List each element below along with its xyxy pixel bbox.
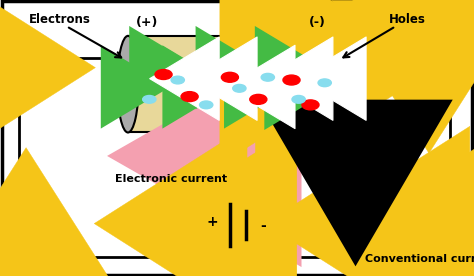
Ellipse shape <box>117 36 138 132</box>
Circle shape <box>283 75 300 85</box>
Circle shape <box>302 100 319 110</box>
Bar <box>19 58 450 257</box>
Circle shape <box>155 70 172 79</box>
Circle shape <box>233 84 246 92</box>
Circle shape <box>171 76 184 84</box>
Circle shape <box>143 95 156 103</box>
Bar <box>128 36 337 132</box>
Circle shape <box>250 94 267 104</box>
Circle shape <box>261 73 274 81</box>
Text: Electronic current: Electronic current <box>115 174 227 184</box>
Text: -: - <box>261 219 266 233</box>
Circle shape <box>292 95 305 103</box>
Text: (-): (-) <box>309 16 326 29</box>
Circle shape <box>181 92 198 102</box>
Text: Holes: Holes <box>389 13 426 26</box>
Circle shape <box>200 101 213 109</box>
Ellipse shape <box>326 36 347 132</box>
Text: (+): (+) <box>136 16 158 29</box>
Text: Conventional current: Conventional current <box>365 254 474 264</box>
Circle shape <box>318 79 331 87</box>
Circle shape <box>221 72 238 82</box>
Text: +: + <box>206 215 218 229</box>
Text: Electrons: Electrons <box>28 13 91 26</box>
